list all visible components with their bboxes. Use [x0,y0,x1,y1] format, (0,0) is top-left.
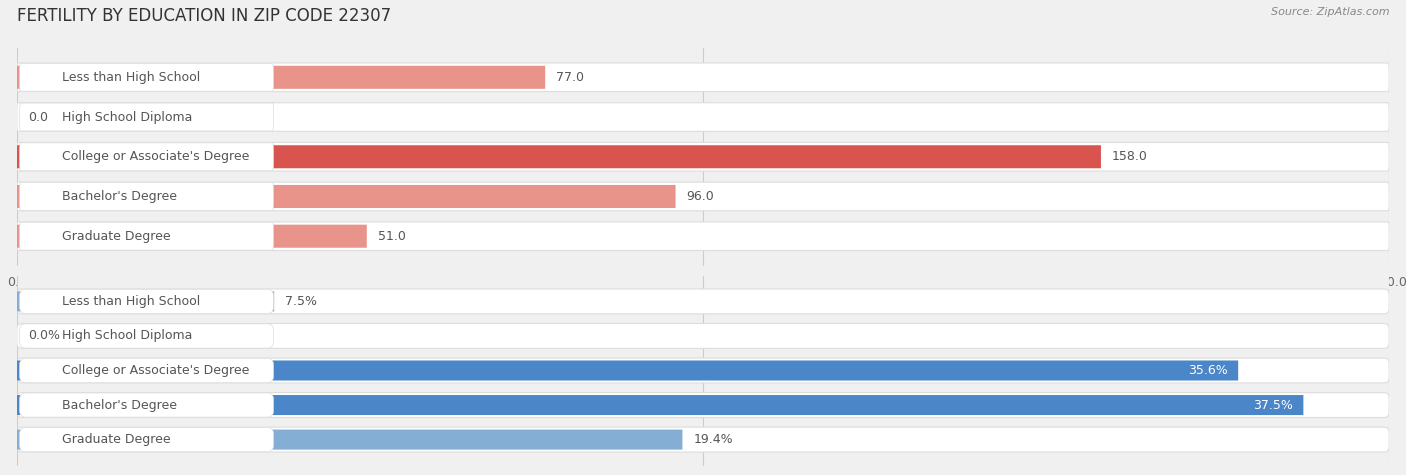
Text: Graduate Degree: Graduate Degree [62,230,170,243]
Text: 35.6%: 35.6% [1188,364,1227,377]
FancyBboxPatch shape [17,429,682,450]
Text: High School Diploma: High School Diploma [62,111,193,124]
FancyBboxPatch shape [17,225,367,248]
FancyBboxPatch shape [17,395,1303,415]
FancyBboxPatch shape [20,393,274,417]
FancyBboxPatch shape [17,291,274,312]
FancyBboxPatch shape [17,185,675,208]
Text: Less than High School: Less than High School [62,71,200,84]
Text: Less than High School: Less than High School [62,295,200,308]
FancyBboxPatch shape [17,358,1389,383]
FancyBboxPatch shape [17,145,1101,168]
Text: 51.0: 51.0 [378,230,406,243]
FancyBboxPatch shape [17,182,1389,211]
FancyBboxPatch shape [17,289,1389,314]
Text: College or Associate's Degree: College or Associate's Degree [62,150,249,163]
Text: 37.5%: 37.5% [1253,399,1294,411]
FancyBboxPatch shape [20,182,274,210]
FancyBboxPatch shape [17,103,1389,131]
Text: Graduate Degree: Graduate Degree [62,433,170,446]
FancyBboxPatch shape [20,359,274,382]
Text: 0.0: 0.0 [28,111,48,124]
FancyBboxPatch shape [17,393,1389,418]
Text: 96.0: 96.0 [686,190,714,203]
Text: Source: ZipAtlas.com: Source: ZipAtlas.com [1271,7,1389,17]
Text: FERTILITY BY EDUCATION IN ZIP CODE 22307: FERTILITY BY EDUCATION IN ZIP CODE 22307 [17,7,391,25]
FancyBboxPatch shape [17,63,1389,92]
FancyBboxPatch shape [20,289,274,314]
Text: 0.0%: 0.0% [28,330,60,342]
FancyBboxPatch shape [17,361,1239,380]
FancyBboxPatch shape [20,428,274,452]
FancyBboxPatch shape [17,427,1389,452]
FancyBboxPatch shape [20,222,274,250]
Text: 158.0: 158.0 [1112,150,1147,163]
FancyBboxPatch shape [17,142,1389,171]
Text: Bachelor's Degree: Bachelor's Degree [62,190,177,203]
FancyBboxPatch shape [20,103,274,131]
Text: Bachelor's Degree: Bachelor's Degree [62,399,177,411]
Text: 7.5%: 7.5% [285,295,318,308]
Text: High School Diploma: High School Diploma [62,330,193,342]
FancyBboxPatch shape [20,63,274,91]
FancyBboxPatch shape [17,66,546,89]
FancyBboxPatch shape [20,324,274,348]
Text: College or Associate's Degree: College or Associate's Degree [62,364,249,377]
FancyBboxPatch shape [20,143,274,171]
FancyBboxPatch shape [17,323,1389,348]
Text: 77.0: 77.0 [557,71,583,84]
FancyBboxPatch shape [17,222,1389,250]
Text: 19.4%: 19.4% [693,433,733,446]
